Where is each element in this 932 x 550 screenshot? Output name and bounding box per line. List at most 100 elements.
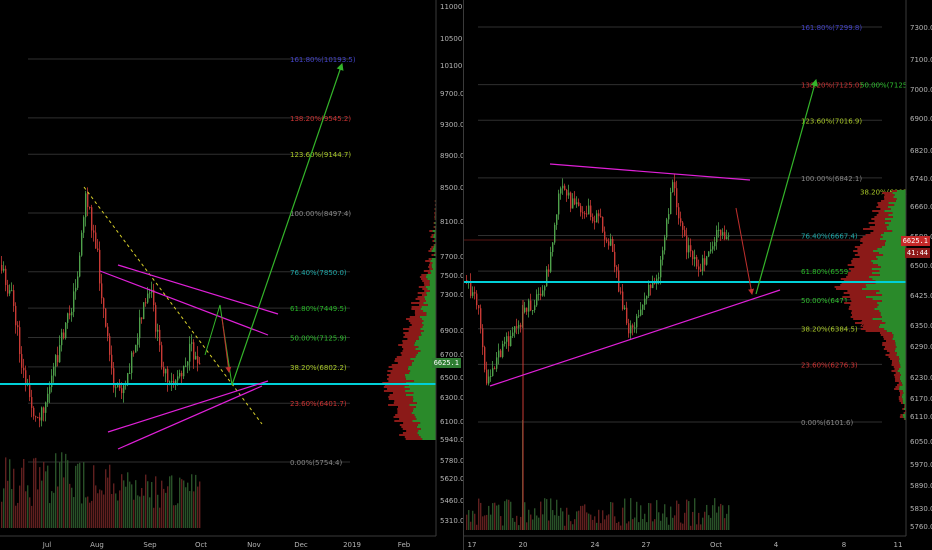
volume-profile-bar bbox=[871, 272, 906, 274]
volume-profile-bar bbox=[874, 216, 893, 218]
volume-profile-bar bbox=[877, 264, 906, 266]
volume-profile-bar bbox=[878, 326, 906, 328]
volume-bar bbox=[111, 493, 113, 528]
volume-profile-bar bbox=[433, 244, 435, 246]
candle-body bbox=[127, 373, 129, 385]
y-axis-tick: 5780.0 bbox=[440, 457, 463, 465]
volume-profile-bar bbox=[393, 416, 416, 418]
volume-profile-bar bbox=[896, 352, 906, 354]
volume-bar bbox=[636, 501, 638, 530]
volume-bar bbox=[512, 517, 514, 530]
volume-profile-bar bbox=[427, 278, 436, 280]
volume-bar bbox=[694, 498, 696, 530]
y-axis-tick: 7500.0 bbox=[440, 272, 463, 280]
volume-bar bbox=[622, 507, 624, 530]
volume-profile-bar bbox=[865, 330, 887, 332]
volume-profile-bar bbox=[902, 390, 906, 392]
candle-body bbox=[690, 245, 692, 252]
volume-profile-bar bbox=[894, 368, 899, 370]
volume-bar bbox=[718, 506, 720, 530]
left-chart-panel[interactable]: 161.80%(10193.5) 138.20%(9545.2) 123.60%(9… bbox=[0, 0, 464, 550]
volume-bar bbox=[157, 494, 159, 528]
volume-profile-bar bbox=[902, 398, 906, 400]
candle-body bbox=[197, 356, 199, 364]
fib-label: 23.60%(6276.3) bbox=[801, 361, 858, 369]
candle-body bbox=[159, 329, 161, 346]
volume-bar bbox=[5, 457, 7, 528]
volume-profile-bar bbox=[891, 332, 906, 334]
volume-bar bbox=[93, 465, 95, 528]
volume-profile-bar bbox=[431, 250, 436, 252]
volume-profile-bar bbox=[896, 354, 906, 356]
volume-profile-bar bbox=[425, 300, 436, 302]
volume-bar bbox=[1, 501, 3, 528]
volume-profile-bar bbox=[431, 258, 436, 260]
candle-body bbox=[720, 229, 722, 236]
candle-body bbox=[63, 332, 65, 339]
volume-profile-bar bbox=[414, 312, 427, 314]
volume-bar bbox=[672, 517, 674, 530]
right-chart-canvas[interactable]: 161.80%(7299.8) 138.20%(7125.0) 123.60%(70… bbox=[464, 0, 932, 550]
volume-profile-bar bbox=[419, 300, 426, 302]
projection-path bbox=[204, 304, 233, 386]
volume-bar bbox=[648, 502, 650, 530]
volume-profile-bar bbox=[414, 310, 424, 312]
volume-profile-bar bbox=[902, 408, 904, 410]
volume-profile-bar bbox=[405, 438, 423, 440]
candle-body bbox=[510, 335, 512, 347]
volume-profile-bar bbox=[433, 234, 436, 236]
volume-profile-bar bbox=[409, 316, 420, 318]
volume-profile-bar bbox=[408, 366, 436, 368]
volume-profile-bar bbox=[884, 222, 906, 224]
volume-bar bbox=[514, 521, 516, 530]
volume-profile-bar bbox=[903, 418, 905, 420]
volume-profile-bar bbox=[423, 324, 436, 326]
right-chart-panel[interactable]: 161.80%(7299.8) 138.20%(7125.0) 123.60%(70… bbox=[464, 0, 932, 550]
volume-profile-bar bbox=[428, 266, 432, 268]
volume-profile-bar bbox=[418, 434, 436, 436]
volume-profile-bar bbox=[388, 398, 414, 400]
fib-label: 76.40%(6667.4) bbox=[801, 232, 858, 240]
left-chart-canvas[interactable]: 161.80%(10193.5) 138.20%(9545.2) 123.60%(9… bbox=[0, 0, 463, 550]
volume-bar bbox=[580, 505, 582, 530]
volume-profile-bar bbox=[891, 362, 900, 364]
volume-bar bbox=[674, 515, 676, 530]
volume-bar bbox=[666, 517, 668, 530]
volume-profile-bar bbox=[413, 398, 436, 400]
volume-profile-bar bbox=[402, 428, 421, 430]
volume-bar bbox=[87, 496, 89, 528]
volume-profile-bar bbox=[894, 204, 906, 206]
volume-bar bbox=[642, 518, 644, 530]
volume-profile-bar bbox=[430, 260, 436, 262]
volume-bar bbox=[588, 513, 590, 530]
volume-bar bbox=[502, 525, 504, 530]
volume-profile-bar bbox=[848, 272, 872, 274]
volume-profile-bar bbox=[423, 302, 436, 304]
volume-bar bbox=[630, 498, 632, 530]
volume-profile-bar bbox=[409, 372, 436, 374]
volume-profile-bar bbox=[879, 332, 892, 334]
candle-body bbox=[147, 293, 149, 303]
volume-profile-bar bbox=[417, 432, 436, 434]
volume-bar bbox=[486, 514, 488, 530]
volume-profile-bar bbox=[862, 320, 882, 322]
volume-profile-bar bbox=[861, 288, 906, 290]
volume-bar bbox=[620, 525, 622, 530]
candle-body bbox=[57, 355, 59, 363]
candle-body bbox=[632, 325, 634, 328]
volume-bar bbox=[676, 500, 678, 530]
volume-profile-bar bbox=[888, 202, 906, 204]
volume-profile-bar bbox=[394, 400, 413, 402]
candle-body bbox=[526, 307, 528, 312]
volume-profile-bar bbox=[429, 280, 436, 282]
volume-bar bbox=[73, 497, 75, 528]
y-axis-tick: 5830.0 bbox=[910, 505, 932, 513]
volume-bar bbox=[712, 505, 714, 530]
candle-body bbox=[620, 291, 622, 293]
candle-body bbox=[498, 350, 500, 358]
volume-profile-bar bbox=[418, 336, 436, 338]
volume-profile-bar bbox=[900, 380, 906, 382]
candle-body bbox=[103, 298, 105, 309]
volume-profile-bar bbox=[390, 372, 410, 374]
candle-body bbox=[91, 207, 93, 231]
